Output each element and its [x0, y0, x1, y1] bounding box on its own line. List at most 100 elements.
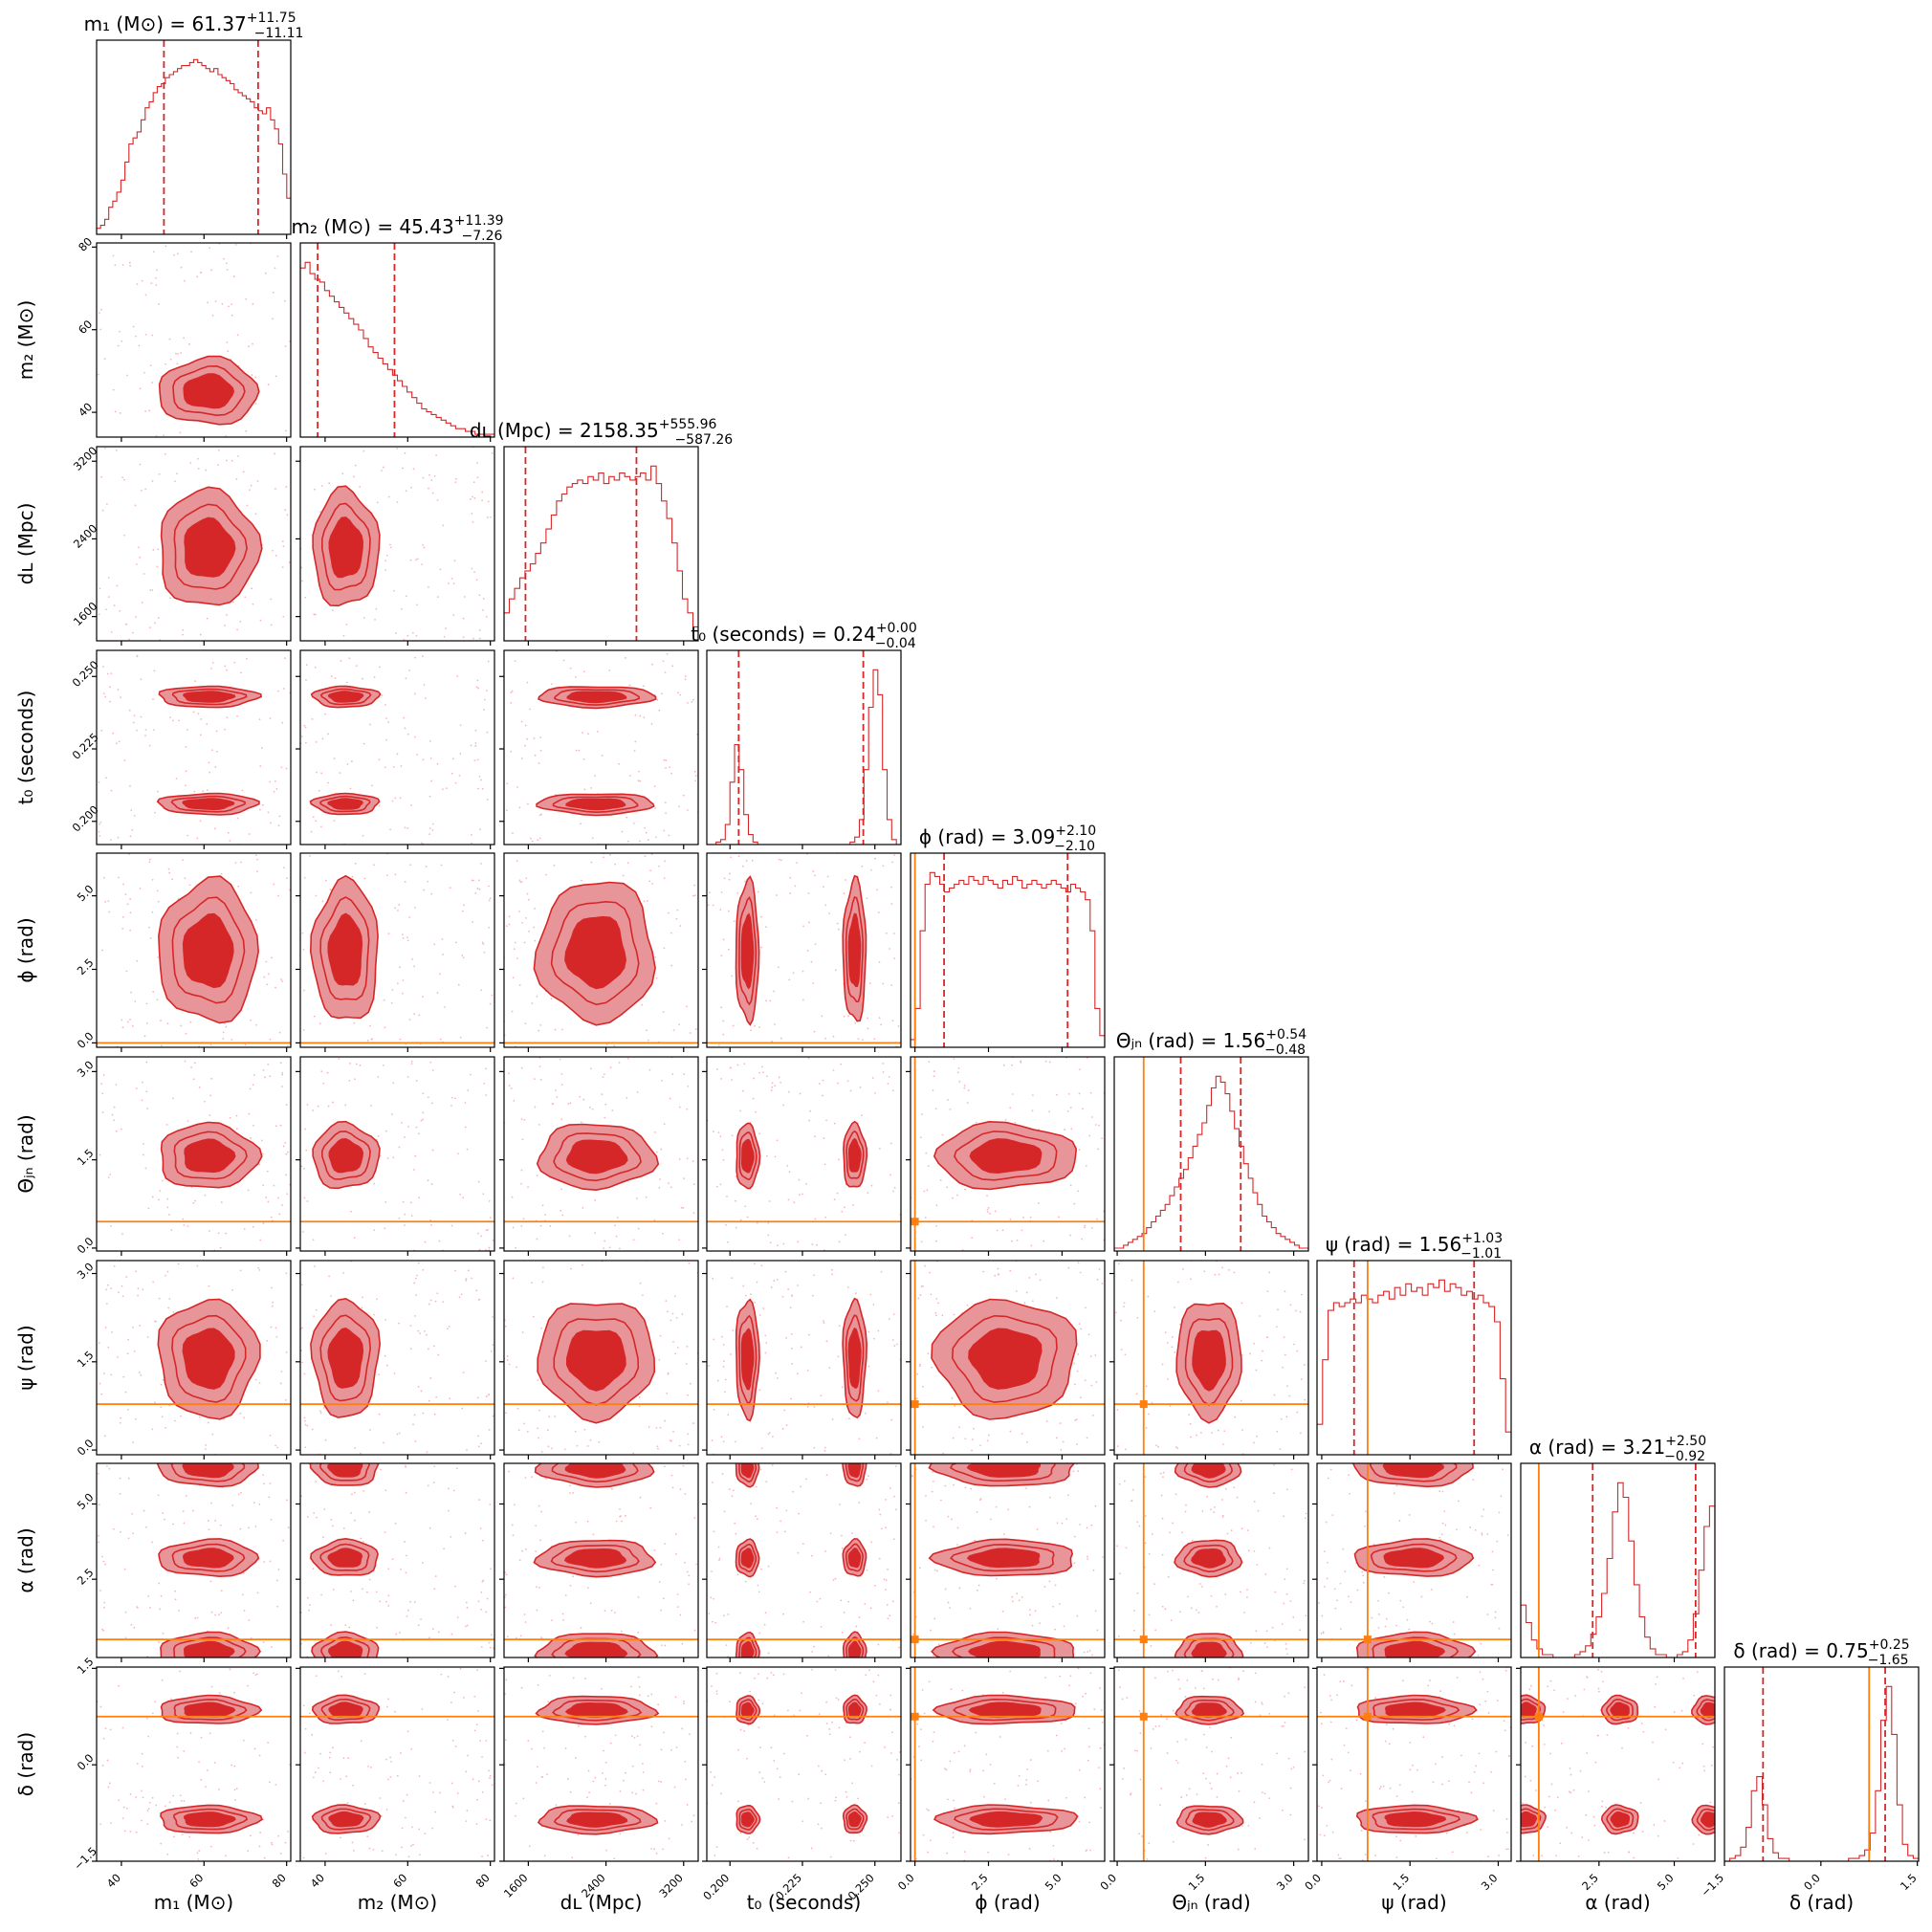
sample-point [312, 816, 315, 819]
sample-point [269, 1038, 272, 1041]
contour-inner [327, 912, 363, 986]
sample-point [305, 1149, 308, 1152]
sample-point [1240, 1429, 1243, 1432]
sample-point [413, 965, 416, 968]
sample-point [428, 1348, 429, 1350]
sample-point [161, 1416, 164, 1418]
sample-point [707, 904, 710, 907]
sample-point [1284, 1290, 1286, 1293]
sample-point [199, 820, 202, 823]
sample-point [771, 1040, 773, 1043]
sample-point [1478, 1752, 1481, 1755]
sample-point [135, 1270, 137, 1273]
sample-point [1331, 1514, 1334, 1516]
sample-point [320, 1070, 323, 1073]
sample-point [127, 1338, 129, 1341]
sample-point [539, 749, 542, 752]
sample-point [319, 1410, 321, 1413]
sample-point [1508, 1754, 1510, 1757]
sample-point [1398, 1520, 1401, 1522]
sample-point [1015, 1289, 1018, 1292]
sample-point [422, 996, 424, 999]
sample-point [1082, 1108, 1084, 1110]
sample-point [314, 488, 316, 491]
sample-point [586, 1445, 589, 1447]
sample-point [110, 1225, 112, 1227]
sample-point [316, 771, 318, 774]
sample-point [402, 1800, 405, 1802]
sample-point [505, 925, 508, 928]
sample-point [1031, 1109, 1034, 1112]
sample-point [832, 1579, 835, 1582]
y-tick-label: 80 [76, 234, 95, 253]
sample-point [306, 1515, 309, 1518]
sample-point [481, 491, 484, 494]
sample-point [467, 1269, 470, 1272]
sample-point [145, 1526, 147, 1528]
sample-point [173, 1419, 176, 1422]
sample-point [1053, 1858, 1056, 1861]
sample-point [1255, 1630, 1258, 1633]
sample-point [471, 513, 473, 515]
sample-point [1181, 1531, 1183, 1534]
sample-point [869, 1293, 872, 1296]
sample-point [327, 781, 329, 784]
sample-point [362, 742, 365, 745]
sample-point [409, 1201, 412, 1204]
truth-point [911, 1400, 919, 1409]
sample-point [437, 1353, 440, 1356]
sample-point [453, 1691, 455, 1694]
x-tick-label: 3200 [656, 1871, 686, 1900]
sample-point [1221, 1266, 1224, 1269]
sample-point [459, 1193, 462, 1196]
sample-point [309, 1604, 311, 1606]
sample-point [480, 1646, 483, 1648]
sample-point [211, 315, 214, 317]
panel-alpha-dL [499, 1462, 699, 1662]
sample-point [1262, 1791, 1263, 1794]
sample-point [489, 1774, 492, 1777]
panel-frame [299, 649, 495, 845]
sample-point [890, 903, 893, 905]
sample-point [887, 1083, 889, 1085]
sample-point [226, 613, 228, 616]
sample-point [384, 569, 386, 571]
sample-point [315, 741, 318, 743]
sample-point [227, 831, 230, 834]
sample-point [277, 1569, 280, 1570]
sample-point [137, 1294, 139, 1297]
sample-point [989, 1763, 992, 1766]
sample-point [714, 1855, 716, 1856]
sample-point [692, 1160, 694, 1163]
panel-frame [96, 242, 292, 438]
sample-point [882, 865, 885, 867]
sample-point [1329, 1468, 1332, 1471]
sample-point [276, 1446, 279, 1449]
sample-point [1079, 1524, 1082, 1526]
sample-point [1361, 1570, 1364, 1573]
sample-point [214, 1614, 217, 1616]
sample-point [457, 1153, 459, 1155]
sample-point [1195, 1609, 1197, 1612]
sample-point [321, 900, 324, 903]
sample-point [1205, 1746, 1208, 1748]
sample-point [767, 1565, 770, 1568]
contour-inner [327, 1640, 363, 1658]
sample-point [1581, 1836, 1584, 1838]
sample-point [575, 675, 577, 678]
sample-point [175, 352, 177, 355]
sample-point [450, 1782, 453, 1785]
sample-point [122, 1375, 125, 1378]
sample-point [325, 879, 327, 882]
sample-point [1144, 1515, 1147, 1517]
sample-point [420, 1618, 422, 1620]
sample-point [713, 1131, 714, 1133]
sample-point [277, 1834, 280, 1837]
sample-point [242, 1739, 245, 1742]
sample-point [412, 1423, 414, 1426]
sample-point [765, 999, 768, 1002]
sample-point [265, 1197, 268, 1198]
sample-point [366, 1835, 369, 1838]
sample-point [1293, 1343, 1295, 1346]
sample-point [396, 1774, 399, 1777]
